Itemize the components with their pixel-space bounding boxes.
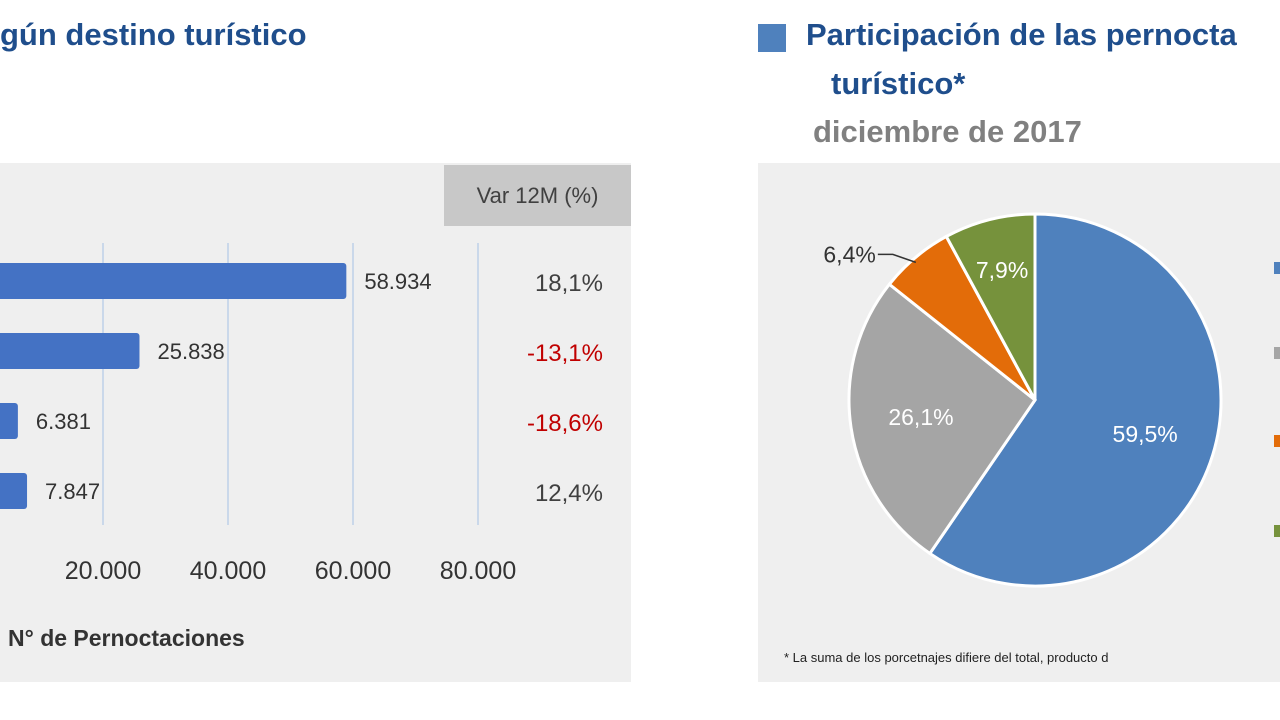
var-12m-header: Var 12M (%) [444, 165, 631, 226]
bar [0, 403, 18, 439]
var-12m-value: -18,6% [527, 410, 603, 437]
pie-slice [944, 212, 1037, 401]
bar-value-label: 58.934 [364, 269, 431, 294]
bar-chart-panel [0, 163, 631, 682]
left-chart-title: gún destino turístico [0, 17, 307, 52]
var-12m-value: 18,1% [535, 270, 603, 297]
pie-slice-label: 7,9% [976, 257, 1028, 283]
x-tick-label: 20.000 [65, 557, 141, 585]
pie-slice-label: 26,1% [888, 404, 953, 430]
title-bullet-square [758, 24, 786, 52]
bar-chart: 20.000 40.000 60.000 80.000 58.934 18,1% 25.83… [0, 243, 603, 651]
x-tick-label: 80.000 [440, 557, 516, 585]
bar-value-label: 7.847 [45, 479, 100, 504]
var-12m-value: 12,4% [535, 480, 603, 507]
var-12m-value: -13,1% [527, 340, 603, 367]
bar-value-label: 25.838 [157, 339, 224, 364]
x-tick-label: 60.000 [315, 557, 391, 585]
pie-slice-label: 6,4% [823, 241, 875, 267]
right-chart-subtitle: diciembre de 2017 [813, 114, 1082, 149]
pie-footnote: * La suma de los porcetnajes difiere del… [784, 650, 1109, 665]
right-chart-title-line2: turístico* [831, 66, 966, 101]
legend-marker [1274, 435, 1280, 447]
pie-slice [847, 282, 1038, 556]
legend-marker [1274, 347, 1280, 359]
bar [0, 333, 140, 369]
legend-marker [1274, 525, 1280, 537]
x-tick-label: 40.000 [190, 557, 266, 585]
legend-marker [1274, 262, 1280, 274]
pie-leader-line [877, 253, 917, 264]
pie-slice-label: 59,5% [1113, 421, 1178, 447]
pie-slice [927, 212, 1223, 588]
x-axis-label: N° de Pernoctaciones [8, 625, 245, 651]
bar [0, 473, 28, 509]
right-chart-title-line1: Participación de las pernocta [806, 17, 1237, 52]
bar-value-label: 6.381 [36, 409, 91, 434]
bar [0, 263, 347, 299]
